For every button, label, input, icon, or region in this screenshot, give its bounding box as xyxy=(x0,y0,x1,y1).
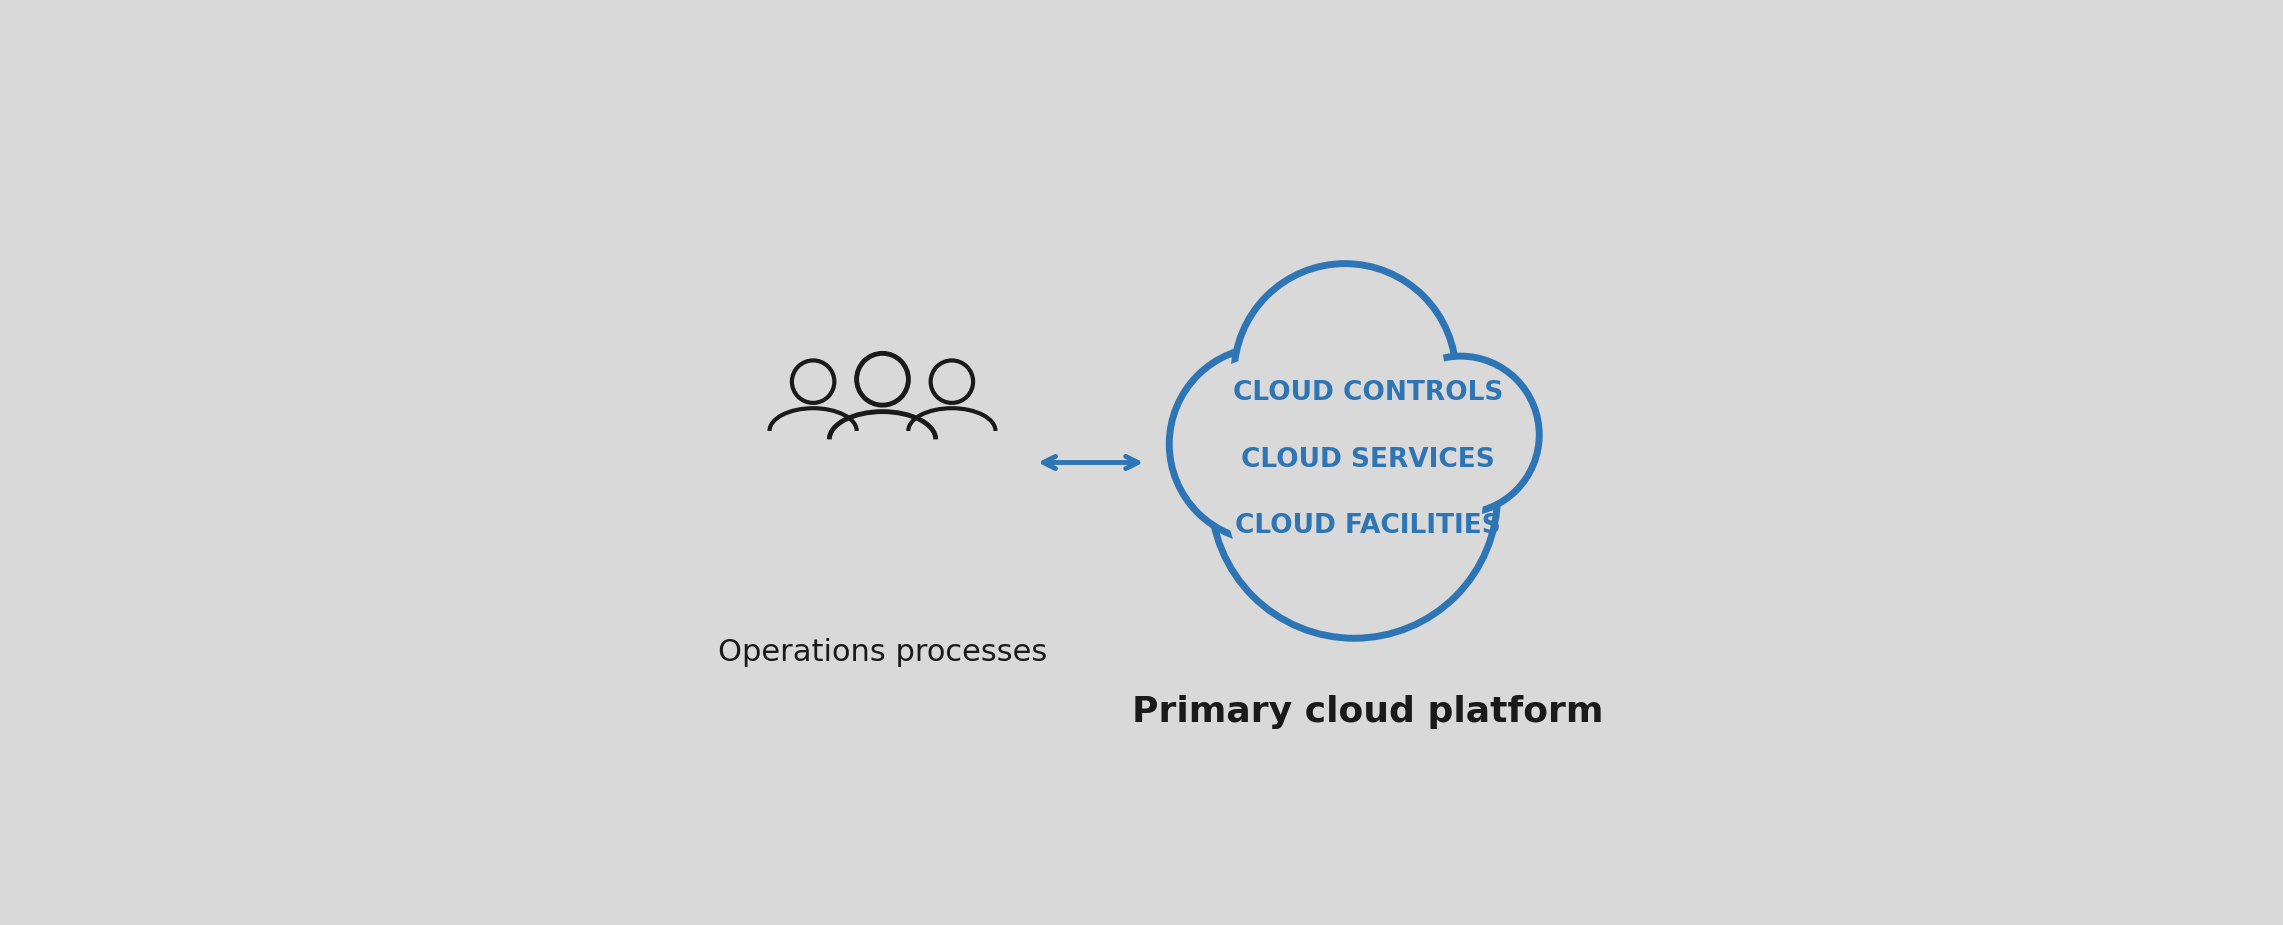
Text: CLOUD FACILITIES: CLOUD FACILITIES xyxy=(1235,513,1500,539)
Text: CLOUD CONTROLS: CLOUD CONTROLS xyxy=(1233,380,1502,406)
Circle shape xyxy=(1390,364,1532,505)
Circle shape xyxy=(1169,347,1363,541)
FancyArrowPatch shape xyxy=(1043,456,1137,469)
Circle shape xyxy=(1178,356,1354,531)
Circle shape xyxy=(1210,352,1498,638)
Circle shape xyxy=(1381,356,1539,513)
Text: CLOUD SERVICES: CLOUD SERVICES xyxy=(1242,447,1495,473)
Text: Primary cloud platform: Primary cloud platform xyxy=(1132,696,1605,729)
Circle shape xyxy=(1226,365,1484,624)
Circle shape xyxy=(1235,264,1457,486)
Text: Operations processes: Operations processes xyxy=(717,637,1048,667)
Circle shape xyxy=(1244,275,1445,475)
